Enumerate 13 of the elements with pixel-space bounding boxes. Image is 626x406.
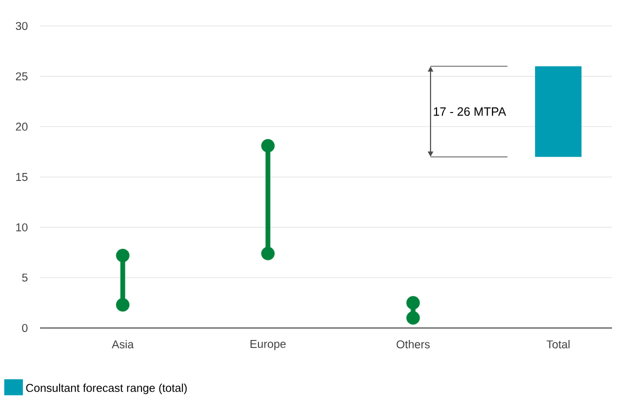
y-tick-label: 10 xyxy=(16,223,28,232)
x-tick-label: Total xyxy=(546,340,570,348)
y-tick-label: 25 xyxy=(16,72,28,80)
y-tick-label: 0 xyxy=(22,324,28,332)
y-tick-label: 20 xyxy=(16,122,28,131)
x-tick-label: Asia xyxy=(112,340,134,348)
x-tick-label: Others xyxy=(396,340,430,348)
legend-label: Consultant forecast range (total) xyxy=(26,384,187,394)
annotation: 17 - 26 MTPA xyxy=(434,107,506,116)
y-tick-label: 30 xyxy=(16,22,28,30)
y-tick-label: 5 xyxy=(22,274,28,282)
y-tick-label: 15 xyxy=(16,173,28,181)
x-tick-label: Europe xyxy=(250,340,286,350)
